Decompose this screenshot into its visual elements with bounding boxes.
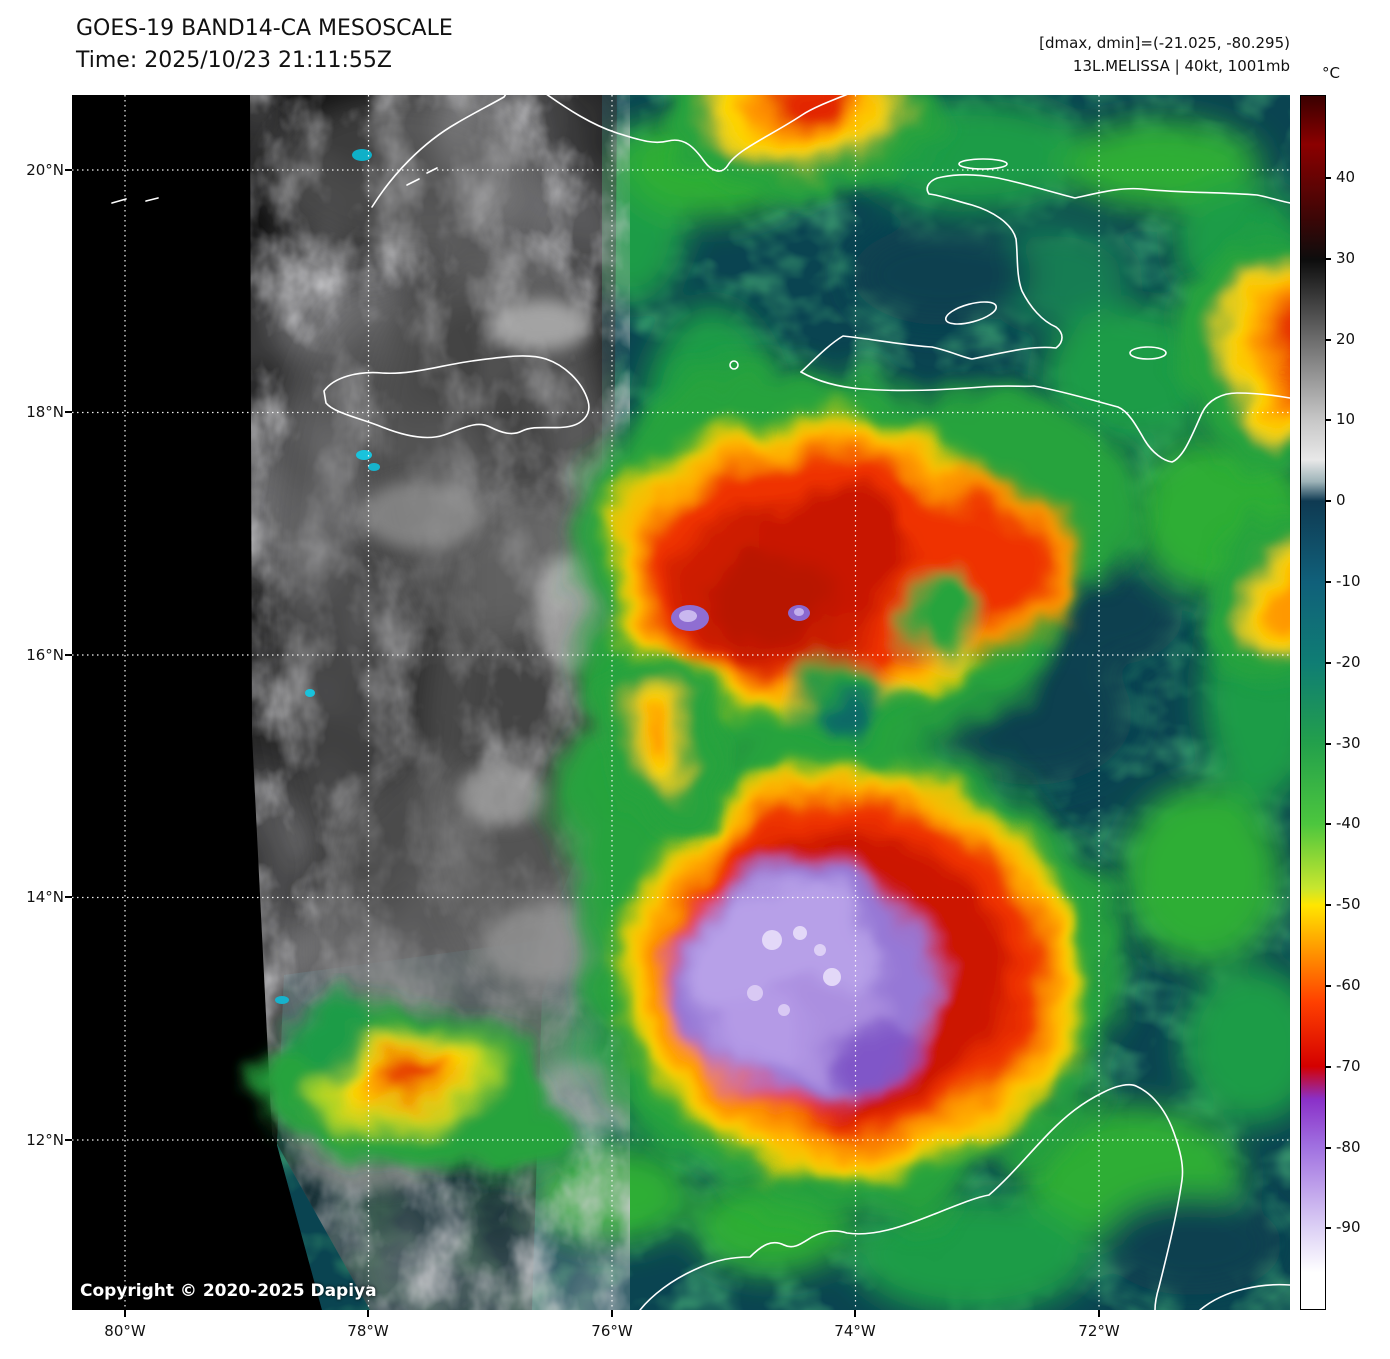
colorbar-tickmark xyxy=(1326,258,1331,260)
colorbar-tickmark xyxy=(1326,1066,1331,1068)
axis-tick xyxy=(1098,1310,1100,1317)
colorbar-tickmark xyxy=(1326,662,1331,664)
coldest-tops-specks xyxy=(747,926,841,1016)
colorbar-tick-label: 0 xyxy=(1336,491,1346,509)
colorbar-tick-label: 10 xyxy=(1336,410,1356,428)
colorbar-tickmark xyxy=(1326,1147,1331,1149)
axis-tick xyxy=(65,1139,72,1141)
colorbar-tickmark xyxy=(1326,823,1331,825)
timestamp: Time: 2025/10/23 21:11:55Z xyxy=(76,48,392,73)
storm-info: 13L.MELISSA | 40kt, 1001mb xyxy=(1072,57,1290,75)
lat-axis-label: 14°N xyxy=(26,888,64,906)
axis-tick xyxy=(65,169,72,171)
lat-axis-label: 18°N xyxy=(26,403,64,421)
colorbar-tickmark xyxy=(1326,339,1331,341)
cold-specks xyxy=(275,149,380,1004)
colorbar-tickmark xyxy=(1326,985,1331,987)
colorbar-tick-label: -10 xyxy=(1336,572,1361,590)
coastline-cayman-islands xyxy=(111,197,159,204)
lon-axis-label: 74°W xyxy=(834,1322,876,1340)
satellite-map xyxy=(72,95,1290,1310)
coastline-navassa-island xyxy=(729,360,739,370)
lat-axis-label: 12°N xyxy=(26,1131,64,1149)
coastline-hispaniola-north xyxy=(800,173,1290,373)
right-edge-convection xyxy=(1177,230,1290,690)
hurricane-melissa-core xyxy=(620,768,1084,1178)
colorbar-tick-label: -30 xyxy=(1336,734,1361,752)
coastline-gonave-island xyxy=(944,301,998,325)
coastline-cuba-west xyxy=(371,95,507,208)
axis-tick xyxy=(65,654,72,656)
lon-axis-label: 78°W xyxy=(347,1322,389,1340)
colorbar-unit-label: °C xyxy=(1322,64,1340,82)
coastline-cuba-east xyxy=(546,95,848,172)
colorbar-tickmark xyxy=(1326,1227,1331,1229)
lon-axis-label: 76°W xyxy=(591,1322,633,1340)
lon-axis-label: 72°W xyxy=(1078,1322,1120,1340)
colorbar-tickmark xyxy=(1326,419,1331,421)
dmax-dmin-readout: [dmax, dmin]=(-21.025, -80.295) xyxy=(1039,34,1290,52)
colorbar-tick-label: 30 xyxy=(1336,249,1356,267)
coastline-hispaniola-south xyxy=(800,371,1290,463)
coastline-jamaica xyxy=(323,355,590,439)
southwest-convective-streak xyxy=(252,1000,582,1180)
colorbar xyxy=(1300,95,1326,1310)
colorbar-tick-label: -90 xyxy=(1336,1218,1361,1236)
axis-tick xyxy=(611,1310,613,1317)
hurricane-north-convection xyxy=(607,415,1082,737)
colorbar-tickmark xyxy=(1326,500,1331,502)
north-cold-purple-dots xyxy=(671,605,810,631)
colorbar-tickmark xyxy=(1326,904,1331,906)
colorbar-tick-label: -20 xyxy=(1336,653,1361,671)
colorbar-tick-label: -70 xyxy=(1336,1057,1361,1075)
colorbar-tick-label: 20 xyxy=(1336,330,1356,348)
lon-axis-label: 80°W xyxy=(104,1322,146,1340)
lat-axis-label: 16°N xyxy=(26,646,64,664)
colorbar-tickmark xyxy=(1326,581,1331,583)
axis-tick xyxy=(124,1310,126,1317)
coastline-south-america xyxy=(639,1083,1184,1310)
axis-tick xyxy=(367,1310,369,1317)
axis-tick xyxy=(65,411,72,413)
colorbar-tick-label: -50 xyxy=(1336,895,1361,913)
colorbar-tick-label: -80 xyxy=(1336,1138,1361,1156)
colorbar-tickmark xyxy=(1326,743,1331,745)
west-feeder-band xyxy=(604,650,724,830)
axis-tick xyxy=(854,1310,856,1317)
lake-enriquillo xyxy=(1129,346,1167,360)
colorbar-tickmark xyxy=(1326,177,1331,179)
lat-axis-label: 20°N xyxy=(26,161,64,179)
colorbar-tick-label: -40 xyxy=(1336,814,1361,832)
map-title: GOES-19 BAND14-CA MESOSCALE xyxy=(76,16,453,41)
coastline-gulf-of-venezuela xyxy=(1199,1283,1290,1310)
colorbar-tick-label: -60 xyxy=(1336,976,1361,994)
copyright-watermark: Copyright © 2020-2025 Dapiya xyxy=(80,1281,377,1301)
colorbar-tick-label: 40 xyxy=(1336,168,1356,186)
coastline-tortuga-island xyxy=(958,158,1008,170)
axis-tick xyxy=(65,896,72,898)
